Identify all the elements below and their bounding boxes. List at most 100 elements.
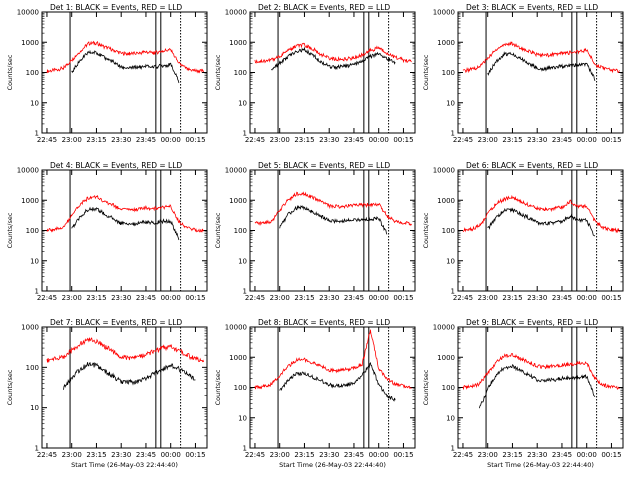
panel-title: Det 9: BLACK = Events, RED = LLD bbox=[466, 318, 598, 327]
y-tick-label: 100 bbox=[26, 227, 39, 235]
plot-frame bbox=[249, 169, 416, 292]
y-tick-label: 100 bbox=[442, 69, 455, 77]
y-axis-label: Counts/sec bbox=[422, 54, 430, 90]
x-tick-label: 23:30 bbox=[111, 136, 131, 144]
y-tick-label: 100 bbox=[234, 227, 247, 235]
y-tick-label: 1 bbox=[35, 445, 39, 453]
x-tick-label: 22:45 bbox=[453, 451, 473, 459]
panel-det-6: Det 6: BLACK = Events, RED = LLD 1 10 100 10… bbox=[422, 161, 624, 302]
y-tick-label: 1 bbox=[35, 288, 39, 296]
y-axis-label: Counts/sec bbox=[214, 369, 222, 405]
y-tick-label: 10 bbox=[238, 257, 247, 265]
series-line-red bbox=[46, 194, 204, 233]
y-tick-label: 1000 bbox=[437, 354, 455, 362]
x-tick-label: 23:15 bbox=[502, 136, 522, 144]
y-tick-label: 10 bbox=[238, 99, 247, 107]
x-tick-label: 23:45 bbox=[344, 451, 364, 459]
y-tick-label: 100 bbox=[234, 69, 247, 77]
x-tick-label: 23:15 bbox=[294, 451, 314, 459]
y-tick-label: 10000 bbox=[17, 167, 39, 175]
x-tick-label: 00:15 bbox=[601, 451, 621, 459]
y-tick-label: 1000 bbox=[437, 39, 455, 47]
x-tick-label: 23:00 bbox=[62, 136, 82, 144]
y-tick-label: 10000 bbox=[225, 167, 247, 175]
y-tick-label: 100 bbox=[26, 69, 39, 77]
x-tick-label: 23:45 bbox=[344, 136, 364, 144]
y-tick-label: 10 bbox=[446, 257, 455, 265]
x-tick-label: 00:15 bbox=[393, 294, 413, 302]
x-tick-label: 22:45 bbox=[37, 294, 57, 302]
x-tick-label: 00:00 bbox=[369, 136, 389, 144]
x-tick-label: 23:45 bbox=[136, 451, 156, 459]
x-axis-label: Start Time (26-May-03 22:44:40) bbox=[71, 461, 178, 469]
series-line-red bbox=[462, 194, 620, 234]
series-line-black bbox=[71, 49, 180, 84]
y-tick-label: 1000 bbox=[437, 197, 455, 205]
series-line-red bbox=[254, 191, 413, 226]
plot-frame bbox=[41, 169, 208, 292]
y-tick-label: 10 bbox=[446, 414, 455, 422]
panel-title: Det 5: BLACK = Events, RED = LLD bbox=[258, 161, 390, 170]
x-tick-label: 23:00 bbox=[270, 136, 290, 144]
panel-det-5: Det 5: BLACK = Events, RED = LLD 1 10 100 10… bbox=[214, 161, 416, 302]
x-tick-label: 23:00 bbox=[270, 294, 290, 302]
series-line-red bbox=[46, 337, 205, 363]
x-tick-label: 00:00 bbox=[161, 294, 181, 302]
x-tick-label: 23:45 bbox=[552, 451, 572, 459]
x-tick-label: 22:45 bbox=[245, 136, 265, 144]
y-axis-label: Counts/sec bbox=[6, 369, 14, 405]
series-line-red bbox=[254, 329, 412, 390]
y-tick-label: 10000 bbox=[225, 9, 247, 17]
x-tick-label: 23:15 bbox=[294, 136, 314, 144]
y-tick-label: 1000 bbox=[229, 39, 247, 47]
x-tick-label: 00:15 bbox=[601, 294, 621, 302]
x-tick-label: 22:45 bbox=[453, 294, 473, 302]
x-tick-label: 23:15 bbox=[86, 451, 106, 459]
x-tick-label: 23:00 bbox=[478, 451, 498, 459]
y-tick-label: 10 bbox=[238, 414, 247, 422]
y-axis-label: Counts/sec bbox=[422, 212, 430, 248]
y-tick-label: 10000 bbox=[225, 324, 247, 332]
x-tick-label: 00:00 bbox=[369, 451, 389, 459]
y-axis-label: Counts/sec bbox=[214, 54, 222, 90]
x-tick-label: 00:00 bbox=[577, 294, 597, 302]
series-line-black bbox=[279, 362, 396, 402]
y-tick-label: 10000 bbox=[433, 324, 455, 332]
x-tick-label: 23:30 bbox=[527, 136, 547, 144]
plot-frame bbox=[249, 11, 416, 134]
x-tick-label: 00:15 bbox=[393, 451, 413, 459]
y-tick-label: 100 bbox=[442, 384, 455, 392]
x-tick-label: 00:00 bbox=[161, 451, 181, 459]
panel-title: Det 6: BLACK = Events, RED = LLD bbox=[466, 161, 598, 170]
y-tick-label: 1 bbox=[451, 130, 455, 138]
panel-det-9: Det 9: BLACK = Events, RED = LLD 1 10 100 10… bbox=[422, 318, 624, 469]
y-axis-label: Counts/sec bbox=[6, 212, 14, 248]
y-axis-label: Counts/sec bbox=[214, 212, 222, 248]
x-tick-label: 23:15 bbox=[294, 294, 314, 302]
panel-title: Det 7: BLACK = Events, RED = LLD bbox=[50, 318, 182, 327]
x-axis-label: Start Time (26-May-03 22:44:40) bbox=[487, 461, 594, 469]
y-tick-label: 1 bbox=[243, 130, 247, 138]
panel-det-8: Det 8: BLACK = Events, RED = LLD 1 10 100 10… bbox=[214, 318, 416, 469]
series-line-red bbox=[462, 353, 620, 391]
panel-det-4: Det 4: BLACK = Events, RED = LLD 1 10 100 10… bbox=[6, 161, 208, 302]
panel-det-7: Det 7: BLACK = Events, RED = LLD 1 10 100 10… bbox=[6, 318, 208, 469]
x-tick-label: 23:00 bbox=[62, 451, 82, 459]
y-tick-label: 10 bbox=[30, 404, 39, 412]
x-tick-label: 23:30 bbox=[527, 294, 547, 302]
y-tick-label: 10000 bbox=[433, 167, 455, 175]
x-tick-label: 23:30 bbox=[111, 451, 131, 459]
x-tick-label: 00:15 bbox=[393, 136, 413, 144]
y-axis-label: Counts/sec bbox=[6, 54, 14, 90]
y-tick-label: 1 bbox=[451, 445, 455, 453]
y-tick-label: 1000 bbox=[21, 39, 39, 47]
x-tick-label: 23:00 bbox=[270, 451, 290, 459]
y-tick-label: 1000 bbox=[229, 197, 247, 205]
series-line-black bbox=[279, 204, 388, 235]
x-tick-label: 23:45 bbox=[552, 294, 572, 302]
y-tick-label: 1 bbox=[243, 288, 247, 296]
x-tick-label: 23:45 bbox=[344, 294, 364, 302]
x-tick-label: 23:15 bbox=[502, 451, 522, 459]
y-tick-label: 10 bbox=[30, 257, 39, 265]
series-line-red bbox=[46, 40, 205, 74]
